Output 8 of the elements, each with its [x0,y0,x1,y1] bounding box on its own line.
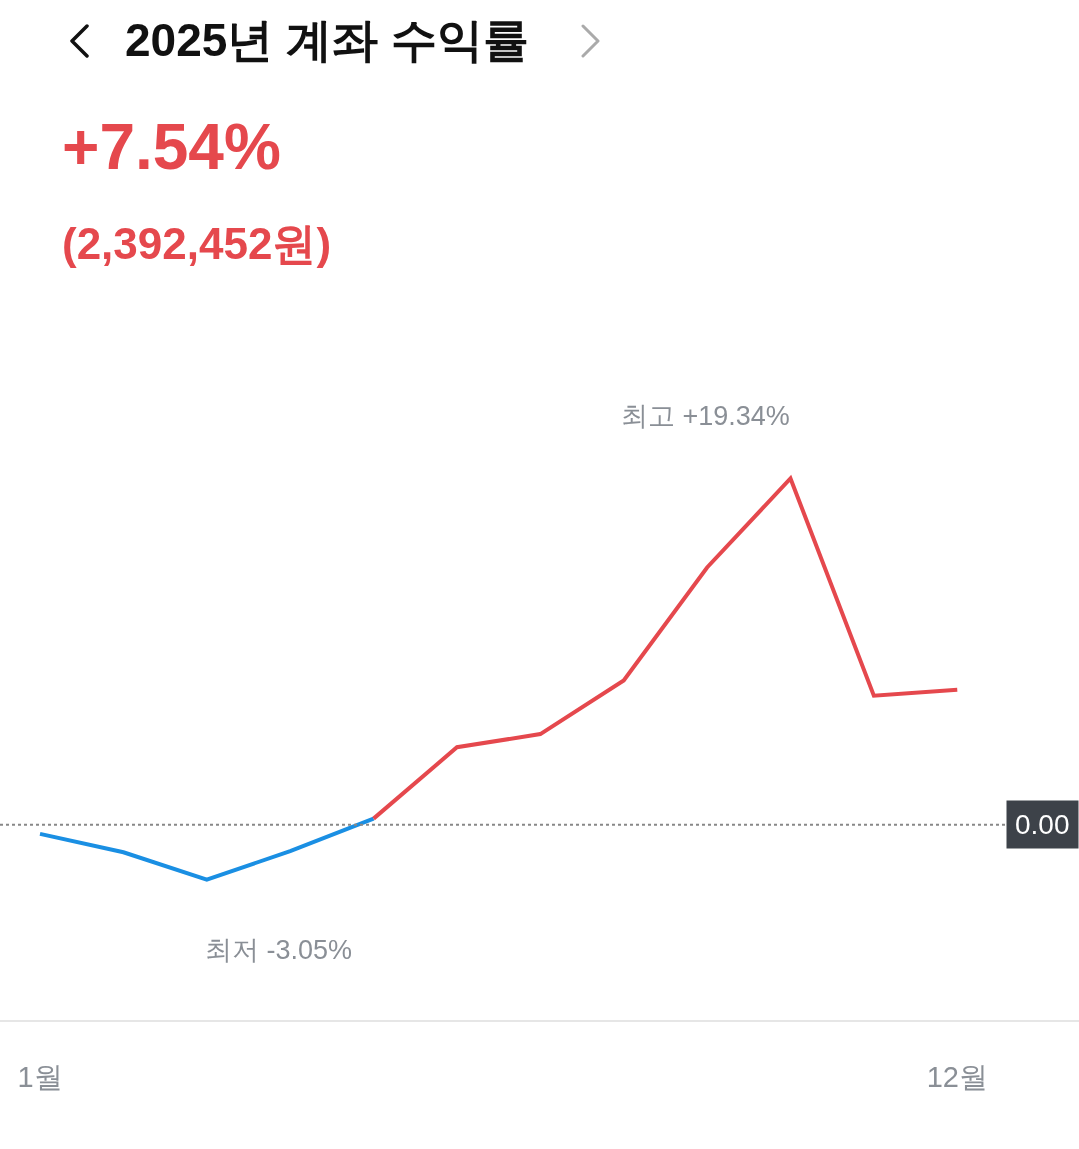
annotation: 최고 +19.34% [621,401,790,431]
chart-subtitle: +7.54% [62,110,281,184]
x-tick-label: 12월 [926,1060,988,1093]
text: (2,392,452원) [62,218,332,270]
chart-title: 2025년 계좌 수익률 [125,13,529,68]
ref-line-label: 0.00 [1015,809,1070,840]
annotation: 최저 -3.05% [205,935,353,965]
x-tick-label: 1월 [17,1060,63,1093]
